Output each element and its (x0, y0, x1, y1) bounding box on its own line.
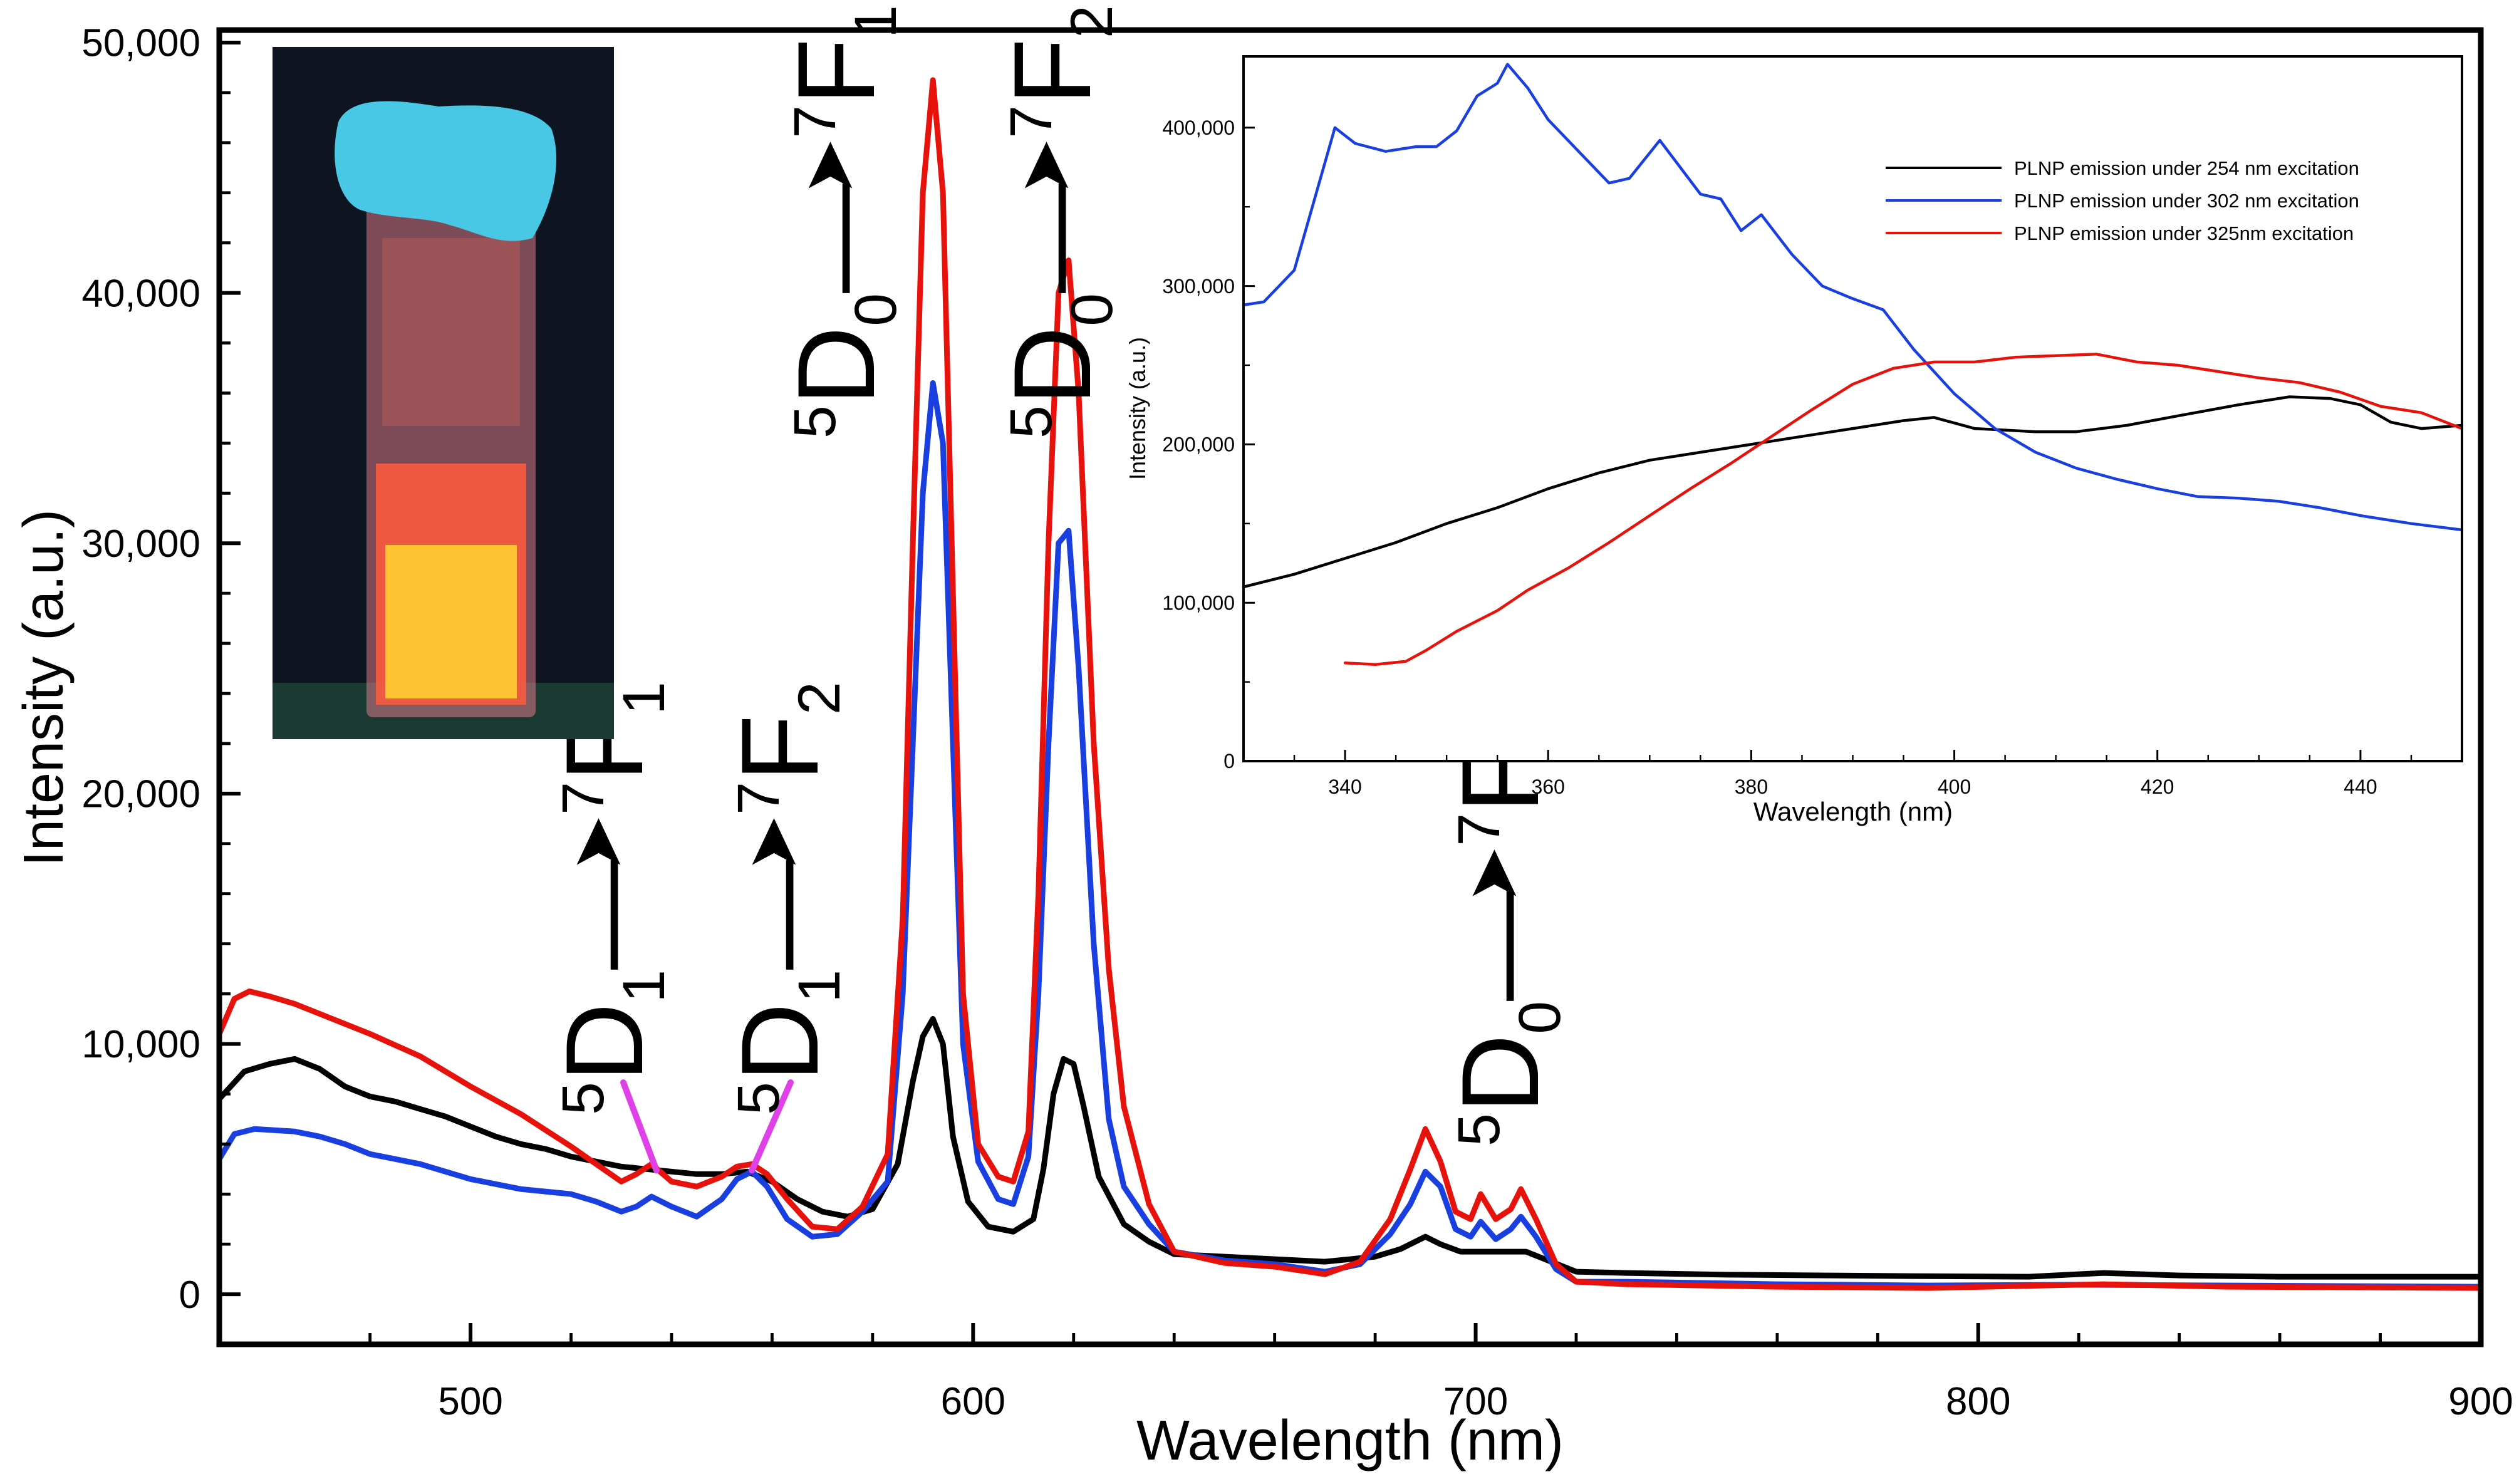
t5-d-sub: 0 (1507, 1001, 1573, 1034)
legend-label-plnp-emission-under-254-nm-excitation: PLNP emission under 254 nm excitation (2014, 157, 2359, 179)
svg-text:5D1—➤7F1: 5D1—➤7F1 (544, 682, 677, 1115)
t3-d: D (544, 1003, 666, 1082)
inset-x-tick-label: 400 (1938, 776, 1971, 798)
t3-f-sub: 1 (611, 682, 677, 715)
cuvette-powder (385, 545, 517, 698)
svg-text:5D0—➤7F2: 5D0—➤7F2 (992, 5, 1125, 438)
t3-arrow-shaft: — (544, 860, 666, 970)
t5-base-sup: 5 (1446, 1113, 1512, 1146)
inset-y-tick-label: 200,000 (1162, 433, 1235, 456)
t2-f: F (992, 38, 1114, 105)
t5-arrow-shaft: — (1440, 891, 1562, 1001)
transition-labels: 5D0—➤7F1 5D0—➤7F2 5D1—➤7F1 5D1—➤7F2 5D0—… (544, 5, 1573, 1146)
t2-f-sub: 2 (1059, 5, 1125, 38)
t1-f-sub: 1 (843, 5, 909, 38)
t4-arrow-head: ➤ (734, 815, 811, 873)
t1-d: D (776, 326, 898, 405)
inset-x-tick-label: 380 (1735, 776, 1768, 798)
t4-f-sup: 7 (725, 782, 792, 815)
main-x-tick-label: 800 (1946, 1380, 2010, 1423)
legend-label-plnp-emission-under-325nm-excitation: PLNP emission under 325nm excitation (2014, 222, 2354, 244)
inset-y-tick-label: 0 (1223, 750, 1235, 772)
inset-y-tick-label: 100,000 (1162, 591, 1235, 614)
inset-background (1244, 56, 2462, 761)
t1-base-sup: 5 (782, 405, 848, 438)
main-x-axis-title: Wavelength (nm) (1136, 1409, 1564, 1472)
t5-f-sup: 7 (1446, 813, 1512, 846)
main-chart: 500 600 700 800 900010,00020,00030,00040,000… (13, 22, 2513, 1472)
t1-arrow-shaft: — (776, 184, 898, 293)
t4-arrow-shaft: — (719, 860, 841, 970)
svg-text:5D1—➤7F2: 5D1—➤7F2 (719, 682, 853, 1115)
inset-x-tick-label: 360 (1532, 776, 1565, 798)
main-x-tick-label: 700 (1443, 1380, 1508, 1423)
t2-arrow-shaft: — (992, 184, 1114, 293)
inset-chart: 340 360 380 400 420 440 0 100,000 200,000 300,000… (1124, 55, 2464, 826)
t2-f-sup: 7 (998, 105, 1064, 138)
cuvette-cap (335, 101, 557, 241)
t3-f-sup: 7 (550, 782, 616, 815)
t2-base-sup: 5 (998, 405, 1064, 438)
legend-label-plnp-emission-under-302-nm-excitation: PLNP emission under 302 nm excitation (2014, 190, 2359, 212)
inset-legend: PLNP emission under 254 nm excitation PLN… (1886, 157, 2359, 244)
t1-f: F (776, 38, 898, 105)
main-x-tick-label: 600 (941, 1380, 1005, 1423)
annotation-line-1 (620, 1079, 660, 1174)
main-y-tick-label: 10,000 (81, 1023, 200, 1066)
t2-d-sub: 0 (1059, 293, 1125, 326)
inset-y-tick-label: 400,000 (1162, 117, 1235, 139)
annotation-lines (620, 1079, 794, 1174)
t4-f: F (719, 715, 841, 782)
inset-x-axis-title: Wavelength (nm) (1753, 797, 1953, 826)
main-y-tick-label: 0 (179, 1274, 200, 1317)
t3-base-sup: 5 (550, 1082, 616, 1115)
inset-x-tick-label: 420 (2141, 776, 2174, 798)
inset-series-plnp-emission-under-302-nm-excitation (1242, 63, 2464, 532)
inset-plot-frame (1242, 55, 2463, 762)
main-x-tick-label: 500 (438, 1380, 502, 1423)
t3-arrow-head: ➤ (558, 815, 635, 873)
t2-arrow-head: ➤ (1006, 138, 1083, 196)
transition-label-5d1-7f2: 5D1—➤7F2 (719, 682, 853, 1115)
t4-base-sup: 5 (725, 1082, 792, 1115)
transition-label-5d1-7f1: 5D1—➤7F1 (544, 682, 677, 1115)
t5-arrow-head: ➤ (1454, 846, 1531, 904)
main-x-tick-label: 900 (2448, 1380, 2513, 1423)
t2-d: D (992, 326, 1114, 405)
inset-y-tick-label: 300,000 (1162, 275, 1235, 298)
main-series-302-nm-excitation (216, 380, 2484, 1290)
t3-d-sub: 1 (611, 970, 677, 1003)
inset-series-plnp-emission-under-254-nm-excitation (1242, 395, 2464, 589)
main-y-tick-label: 50,000 (81, 22, 200, 65)
t4-d-sub: 1 (786, 970, 853, 1003)
main-series-325-nm-excitation (216, 77, 2484, 1291)
transition-label-5d0-7f2: 5D0—➤7F2 (992, 5, 1125, 438)
t1-arrow-head: ➤ (790, 138, 867, 196)
main-series-254-nm-excitation (216, 1016, 2484, 1280)
transition-label-5d0-7f1: 5D0—➤7F1 (776, 5, 909, 438)
svg-text:5D0—➤7F1: 5D0—➤7F1 (776, 5, 909, 438)
inset-x-tick-label: 440 (2344, 776, 2377, 798)
main-y-tick-label: 30,000 (81, 522, 200, 566)
t4-d: D (719, 1003, 841, 1082)
annotation-line-2 (749, 1079, 794, 1174)
inset-y-axis-title: Intensity (a.u.) (1124, 337, 1150, 480)
cuvette-photo (273, 47, 614, 739)
inset-series-plnp-emission-under-325nm-excitation (1343, 353, 2464, 667)
t1-d-sub: 0 (843, 293, 909, 326)
main-y-axis-title: Intensity (a.u.) (13, 509, 75, 866)
t4-f-sub: 2 (786, 682, 853, 715)
t5-d: D (1440, 1034, 1562, 1113)
t1-f-sup: 7 (782, 105, 848, 138)
main-y-tick-label: 40,000 (81, 272, 200, 315)
main-y-tick-label: 20,000 (81, 773, 200, 816)
cuvette-upper-glow (382, 238, 520, 426)
main-plot-frame (216, 27, 2484, 1347)
inset-x-tick-label: 340 (1328, 776, 1361, 798)
